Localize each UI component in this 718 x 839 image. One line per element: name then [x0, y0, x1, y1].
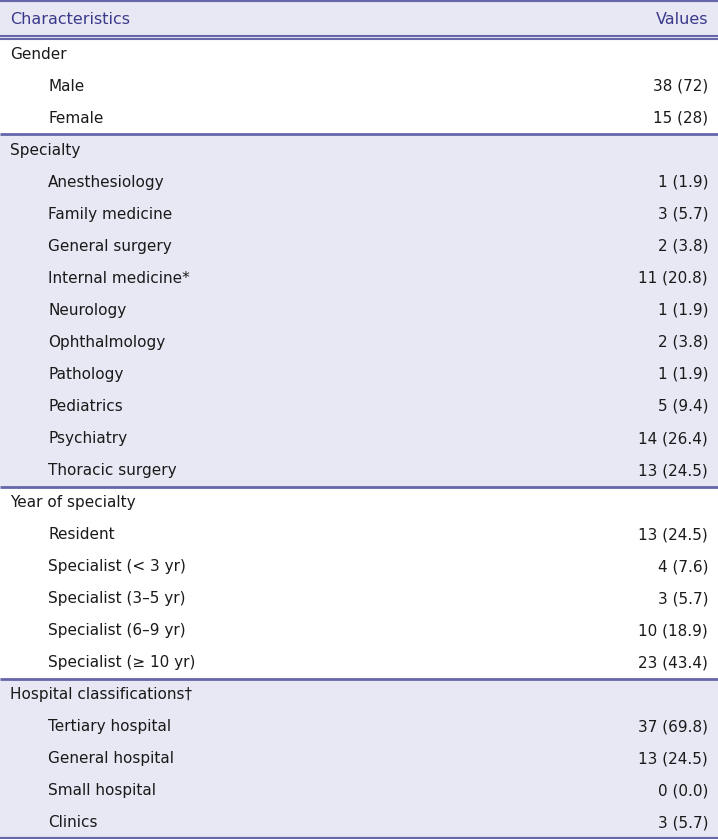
- Bar: [0, 230, 718, 263]
- Text: Pathology: Pathology: [48, 367, 123, 382]
- Text: Pediatrics: Pediatrics: [48, 399, 123, 414]
- Text: 3 (5.7): 3 (5.7): [658, 206, 708, 221]
- Bar: [0, 647, 718, 679]
- Text: 38 (72): 38 (72): [653, 79, 708, 94]
- Bar: [0, 294, 718, 326]
- Text: 1 (1.9): 1 (1.9): [658, 367, 708, 382]
- Bar: [0, 166, 718, 198]
- Text: Resident: Resident: [48, 527, 115, 542]
- Text: 37 (69.8): 37 (69.8): [638, 719, 708, 734]
- Text: Male: Male: [48, 79, 84, 94]
- Bar: [0, 455, 718, 487]
- Text: 13 (24.5): 13 (24.5): [638, 527, 708, 542]
- Text: Psychiatry: Psychiatry: [48, 431, 127, 446]
- Bar: [0, 263, 718, 294]
- Bar: [0, 775, 718, 807]
- Bar: [0, 423, 718, 455]
- Text: 2 (3.8): 2 (3.8): [658, 335, 708, 350]
- Text: Specialist (6–9 yr): Specialist (6–9 yr): [48, 623, 186, 638]
- Bar: [0, 679, 718, 711]
- Bar: [0, 711, 718, 743]
- Text: Clinics: Clinics: [48, 816, 98, 831]
- Text: 23 (43.4): 23 (43.4): [638, 655, 708, 670]
- Text: 11 (20.8): 11 (20.8): [638, 271, 708, 286]
- Bar: [0, 519, 718, 550]
- Text: Year of specialty: Year of specialty: [10, 495, 136, 510]
- Text: 13 (24.5): 13 (24.5): [638, 752, 708, 766]
- Text: 1 (1.9): 1 (1.9): [658, 175, 708, 190]
- Bar: [0, 134, 718, 166]
- Bar: [0, 102, 718, 134]
- Text: Internal medicine*: Internal medicine*: [48, 271, 190, 286]
- Bar: [0, 807, 718, 839]
- Text: 3 (5.7): 3 (5.7): [658, 816, 708, 831]
- Bar: [0, 0, 718, 38]
- Bar: [0, 615, 718, 647]
- Text: Values: Values: [656, 12, 708, 27]
- Text: Small hospital: Small hospital: [48, 784, 156, 799]
- Text: General surgery: General surgery: [48, 239, 172, 253]
- Bar: [0, 582, 718, 615]
- Bar: [0, 70, 718, 102]
- Text: Tertiary hospital: Tertiary hospital: [48, 719, 171, 734]
- Bar: [0, 38, 718, 70]
- Bar: [0, 487, 718, 519]
- Text: Female: Female: [48, 111, 103, 126]
- Text: Specialty: Specialty: [10, 143, 80, 158]
- Bar: [0, 743, 718, 775]
- Text: 4 (7.6): 4 (7.6): [658, 559, 708, 574]
- Text: Characteristics: Characteristics: [10, 12, 130, 27]
- Bar: [0, 550, 718, 582]
- Text: 15 (28): 15 (28): [653, 111, 708, 126]
- Text: Family medicine: Family medicine: [48, 206, 172, 221]
- Text: Specialist (< 3 yr): Specialist (< 3 yr): [48, 559, 186, 574]
- Text: 13 (24.5): 13 (24.5): [638, 463, 708, 478]
- Bar: [0, 390, 718, 423]
- Bar: [0, 198, 718, 230]
- Text: Hospital classifications†: Hospital classifications†: [10, 687, 192, 702]
- Text: 0 (0.0): 0 (0.0): [658, 784, 708, 799]
- Text: Gender: Gender: [10, 46, 67, 61]
- Text: Neurology: Neurology: [48, 303, 126, 318]
- Text: Ophthalmology: Ophthalmology: [48, 335, 165, 350]
- Text: 14 (26.4): 14 (26.4): [638, 431, 708, 446]
- Text: 2 (3.8): 2 (3.8): [658, 239, 708, 253]
- Text: 10 (18.9): 10 (18.9): [638, 623, 708, 638]
- Text: Anesthesiology: Anesthesiology: [48, 175, 164, 190]
- Text: 5 (9.4): 5 (9.4): [658, 399, 708, 414]
- Text: General hospital: General hospital: [48, 752, 174, 766]
- Bar: [0, 358, 718, 390]
- Text: Specialist (≥ 10 yr): Specialist (≥ 10 yr): [48, 655, 195, 670]
- Text: 3 (5.7): 3 (5.7): [658, 591, 708, 607]
- Text: 1 (1.9): 1 (1.9): [658, 303, 708, 318]
- Text: Thoracic surgery: Thoracic surgery: [48, 463, 177, 478]
- Bar: [0, 326, 718, 358]
- Text: Specialist (3–5 yr): Specialist (3–5 yr): [48, 591, 185, 607]
